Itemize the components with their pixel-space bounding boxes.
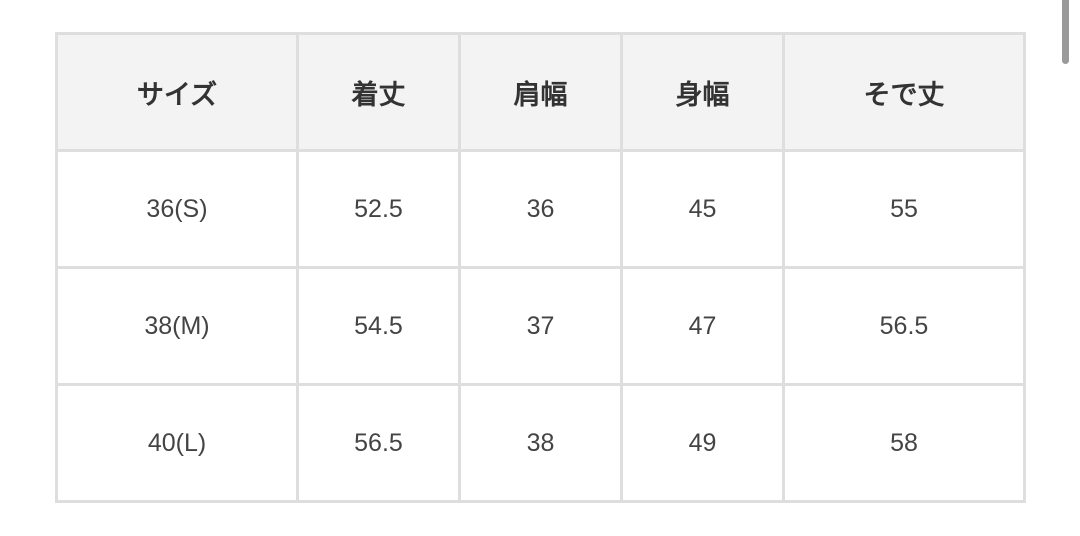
cell-chest: 49: [620, 383, 785, 503]
header-sleeve: そで丈: [782, 32, 1026, 152]
cell-shoulder: 38: [458, 383, 623, 503]
header-row: サイズ 着丈 肩幅 身幅 そで丈: [55, 32, 1026, 152]
cell-size: 40(L): [55, 383, 299, 503]
cell-shoulder: 37: [458, 266, 623, 386]
cell-length: 52.5: [296, 149, 461, 269]
cell-chest: 47: [620, 266, 785, 386]
table-row: 38(M) 54.5 37 47 56.5: [55, 266, 1026, 386]
cell-shoulder: 36: [458, 149, 623, 269]
cell-sleeve: 55: [782, 149, 1026, 269]
cell-sleeve: 58: [782, 383, 1026, 503]
header-size: サイズ: [55, 32, 299, 152]
cell-sleeve: 56.5: [782, 266, 1026, 386]
table-row: 40(L) 56.5 38 49 58: [55, 383, 1026, 503]
cell-length: 56.5: [296, 383, 461, 503]
header-chest: 身幅: [620, 32, 785, 152]
header-shoulder: 肩幅: [458, 32, 623, 152]
cell-size: 36(S): [55, 149, 299, 269]
header-length: 着丈: [296, 32, 461, 152]
size-chart-table: サイズ 着丈 肩幅 身幅 そで丈 36(S) 52.5 36 45 55 38(…: [55, 32, 1026, 503]
scrollbar-thumb[interactable]: [1062, 0, 1069, 64]
cell-length: 54.5: [296, 266, 461, 386]
cell-chest: 45: [620, 149, 785, 269]
table-row: 36(S) 52.5 36 45 55: [55, 149, 1026, 269]
cell-size: 38(M): [55, 266, 299, 386]
